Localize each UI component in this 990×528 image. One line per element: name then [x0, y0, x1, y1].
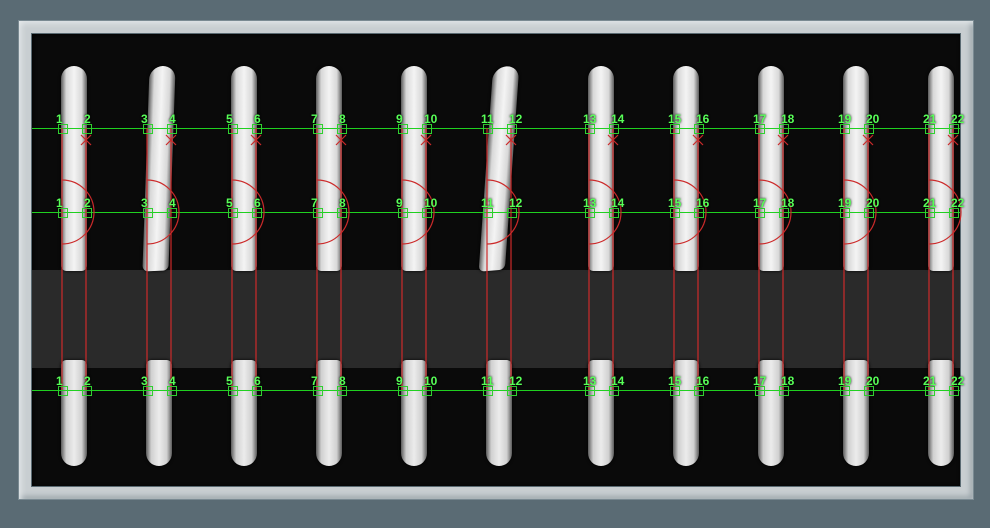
marker-square	[82, 208, 92, 218]
marker-square	[228, 386, 238, 396]
marker-square	[507, 208, 517, 218]
marker-square	[840, 208, 850, 218]
marker-square	[670, 124, 680, 134]
marker-square	[398, 386, 408, 396]
marker-square	[840, 124, 850, 134]
marker-square	[670, 386, 680, 396]
marker-square	[779, 386, 789, 396]
marker-square	[483, 386, 493, 396]
marker-square	[228, 208, 238, 218]
marker-square	[82, 386, 92, 396]
stage: 1234567891011121314151617181920212212345…	[32, 34, 960, 486]
marker-square	[694, 124, 704, 134]
marker-square	[925, 386, 935, 396]
marker-square	[167, 208, 177, 218]
marker-square	[483, 208, 493, 218]
marker-square	[609, 208, 619, 218]
marker-square	[864, 208, 874, 218]
marker-square	[779, 124, 789, 134]
marker-square	[670, 208, 680, 218]
marker-square	[609, 124, 619, 134]
marker-square	[58, 386, 68, 396]
marker-square	[167, 124, 177, 134]
overlay-svg	[32, 34, 962, 488]
marker-square	[143, 386, 153, 396]
marker-square	[949, 386, 959, 396]
marker-square	[58, 124, 68, 134]
marker-square	[422, 386, 432, 396]
window-frame: 1234567891011121314151617181920212212345…	[18, 20, 974, 500]
marker-square	[167, 386, 177, 396]
marker-square	[925, 124, 935, 134]
marker-square	[143, 208, 153, 218]
marker-square	[143, 124, 153, 134]
marker-square	[755, 124, 765, 134]
marker-square	[337, 386, 347, 396]
marker-square	[252, 124, 262, 134]
marker-square	[398, 124, 408, 134]
marker-square	[864, 124, 874, 134]
marker-square	[864, 386, 874, 396]
marker-square	[507, 124, 517, 134]
marker-square	[313, 208, 323, 218]
marker-square	[252, 208, 262, 218]
marker-square	[585, 386, 595, 396]
marker-square	[755, 386, 765, 396]
marker-square	[313, 386, 323, 396]
marker-square	[422, 208, 432, 218]
marker-square	[228, 124, 238, 134]
marker-square	[252, 386, 262, 396]
marker-square	[609, 386, 619, 396]
marker-square	[337, 124, 347, 134]
marker-square	[507, 386, 517, 396]
marker-square	[337, 208, 347, 218]
marker-square	[313, 124, 323, 134]
marker-square	[755, 208, 765, 218]
marker-square	[422, 124, 432, 134]
marker-square	[949, 208, 959, 218]
marker-square	[925, 208, 935, 218]
vision-viewport[interactable]: 1234567891011121314151617181920212212345…	[31, 33, 961, 487]
marker-square	[483, 124, 493, 134]
marker-square	[398, 208, 408, 218]
marker-square	[694, 386, 704, 396]
marker-square	[694, 208, 704, 218]
marker-square	[585, 208, 595, 218]
marker-square	[58, 208, 68, 218]
marker-square	[840, 386, 850, 396]
marker-square	[585, 124, 595, 134]
marker-square	[949, 124, 959, 134]
marker-square	[779, 208, 789, 218]
marker-square	[82, 124, 92, 134]
